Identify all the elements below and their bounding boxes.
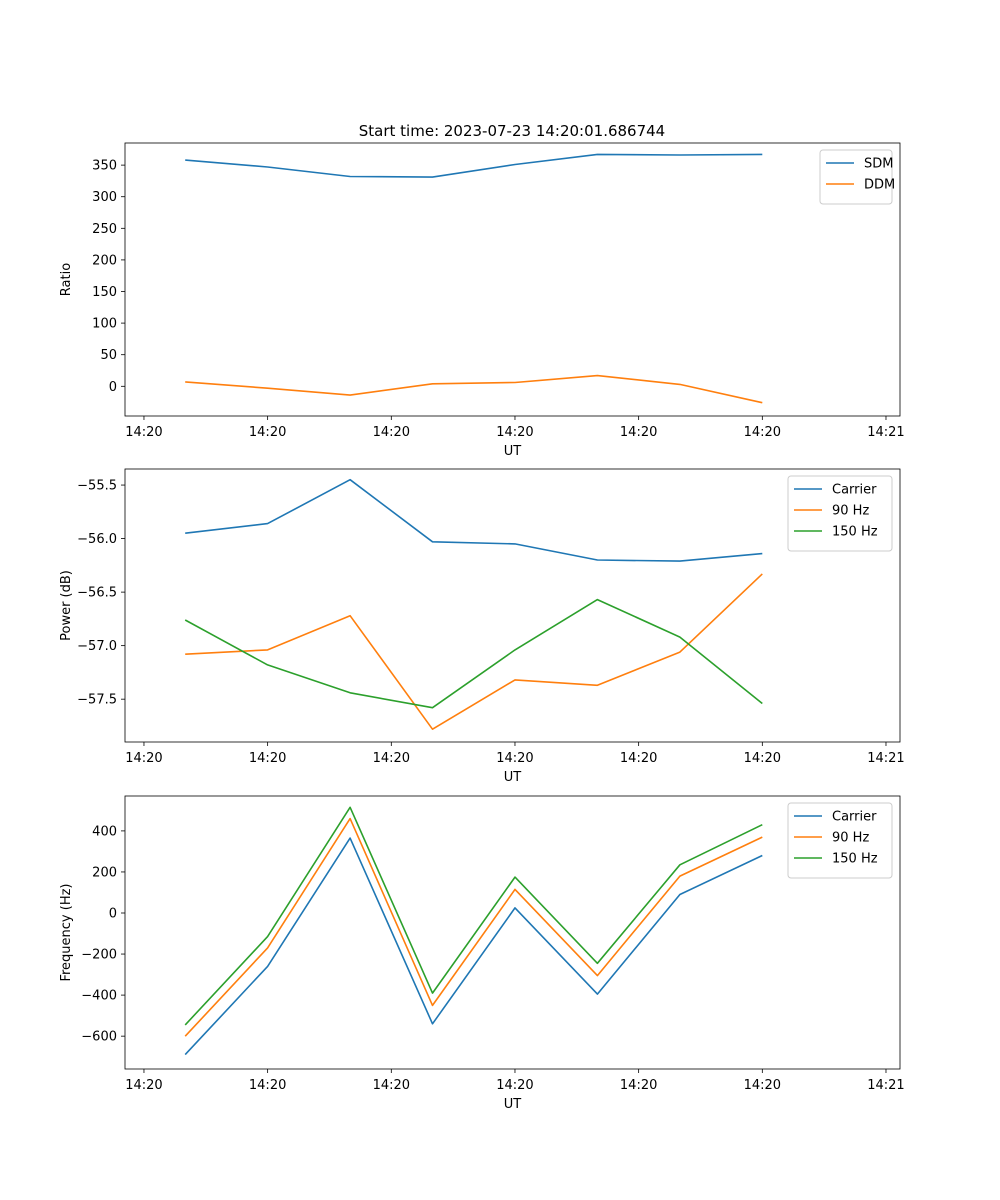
x-tick-label: 14:20 bbox=[249, 1078, 286, 1093]
y-tick-label: 0 bbox=[109, 907, 117, 922]
x-tick-label: 14:20 bbox=[744, 425, 781, 440]
legend-label: 150 Hz bbox=[832, 525, 878, 540]
series-line-sdm bbox=[185, 153, 763, 178]
y-axis-label: Frequency (Hz) bbox=[59, 883, 74, 981]
series-line-150-hz bbox=[184, 598, 763, 709]
y-tick-label: −56.5 bbox=[77, 586, 117, 601]
x-tick-label: 14:20 bbox=[620, 751, 657, 766]
y-tick-label: −600 bbox=[81, 1030, 117, 1045]
legend-label: 90 Hz bbox=[832, 504, 869, 519]
plot-frame bbox=[124, 795, 901, 1070]
legend-box bbox=[787, 802, 893, 879]
legend-label: 150 Hz bbox=[832, 852, 878, 867]
y-tick-label: 250 bbox=[92, 222, 117, 237]
series-line-90-hz bbox=[184, 817, 763, 1037]
x-tick-label: 14:20 bbox=[744, 1078, 781, 1093]
plot-frame bbox=[124, 142, 901, 417]
series-line-150-hz bbox=[184, 806, 763, 1026]
y-tick-label: −57.5 bbox=[77, 693, 117, 708]
x-tick-label: 14:20 bbox=[373, 1078, 410, 1093]
y-tick-label: 350 bbox=[92, 159, 117, 174]
y-tick-label: 400 bbox=[92, 824, 117, 839]
x-tick-label: 14:20 bbox=[125, 751, 162, 766]
series-line-carrier bbox=[184, 837, 763, 1056]
series-line-90-hz bbox=[185, 573, 763, 731]
y-tick-label: 200 bbox=[92, 865, 117, 880]
x-tick-label: 14:20 bbox=[496, 425, 533, 440]
plot-frame bbox=[124, 468, 901, 743]
subplot-2: 14:20 14:20 14:20 14:20 14:20 14:20 14:21 −57.5… bbox=[59, 468, 905, 785]
y-tick-label: 50 bbox=[100, 348, 117, 363]
y-tick-label: 100 bbox=[92, 317, 117, 332]
y-tick-label: 0 bbox=[109, 380, 117, 395]
y-tick-label: −56.0 bbox=[77, 532, 117, 547]
x-tick-label: 14:20 bbox=[249, 751, 286, 766]
y-tick-label: −55.5 bbox=[77, 479, 117, 494]
legend: SDM DDM bbox=[819, 149, 895, 205]
x-tick-label: 14:20 bbox=[496, 1078, 533, 1093]
x-axis-label: UT bbox=[504, 1097, 522, 1112]
x-tick-label: 14:20 bbox=[496, 751, 533, 766]
legend-label: DDM bbox=[864, 178, 895, 193]
legend-label: Carrier bbox=[832, 483, 877, 498]
x-tick-label: 14:20 bbox=[620, 1078, 657, 1093]
x-tick-label: 14:20 bbox=[125, 425, 162, 440]
x-tick-label: 14:21 bbox=[867, 1078, 904, 1093]
y-tick-label: 300 bbox=[92, 190, 117, 205]
y-tick-label: 150 bbox=[92, 285, 117, 300]
subplot-3: 14:20 14:20 14:20 14:20 14:20 14:20 14:21 −600 −… bbox=[59, 795, 905, 1112]
figure-title: Start time: 2023-07-23 14:20:01.686744 bbox=[359, 122, 665, 140]
y-tick-label: 200 bbox=[92, 253, 117, 268]
legend-label: SDM bbox=[864, 157, 893, 172]
x-axis-label: UT bbox=[504, 444, 522, 459]
subplot-1: 14:20 14:20 14:20 14:20 14:20 14:20 14:21 0 50 10… bbox=[59, 142, 905, 459]
x-tick-label: 14:20 bbox=[249, 425, 286, 440]
x-tick-label: 14:20 bbox=[373, 751, 410, 766]
legend-label: 90 Hz bbox=[832, 831, 869, 846]
x-tick-label: 14:21 bbox=[867, 425, 904, 440]
legend-label: Carrier bbox=[832, 810, 877, 825]
series-line-ddm bbox=[185, 374, 763, 404]
y-tick-label: −400 bbox=[81, 989, 117, 1004]
x-tick-label: 14:20 bbox=[125, 1078, 162, 1093]
plots-container: 14:20 14:20 14:20 14:20 14:20 14:20 14:21 0 50 10… bbox=[59, 142, 905, 1112]
y-axis-label: Power (dB) bbox=[59, 570, 74, 641]
y-axis-label: Ratio bbox=[59, 263, 74, 296]
y-tick-label: −200 bbox=[81, 948, 117, 963]
legend: Carrier 90 Hz 150 Hz bbox=[787, 802, 893, 879]
legend-box bbox=[787, 475, 893, 552]
y-tick-label: −57.0 bbox=[77, 639, 117, 654]
x-tick-label: 14:21 bbox=[867, 751, 904, 766]
x-tick-label: 14:20 bbox=[373, 425, 410, 440]
series-line-carrier bbox=[185, 478, 763, 562]
legend: Carrier 90 Hz 150 Hz bbox=[787, 475, 893, 552]
x-axis-label: UT bbox=[504, 770, 522, 785]
x-tick-label: 14:20 bbox=[620, 425, 657, 440]
x-tick-label: 14:20 bbox=[744, 751, 781, 766]
